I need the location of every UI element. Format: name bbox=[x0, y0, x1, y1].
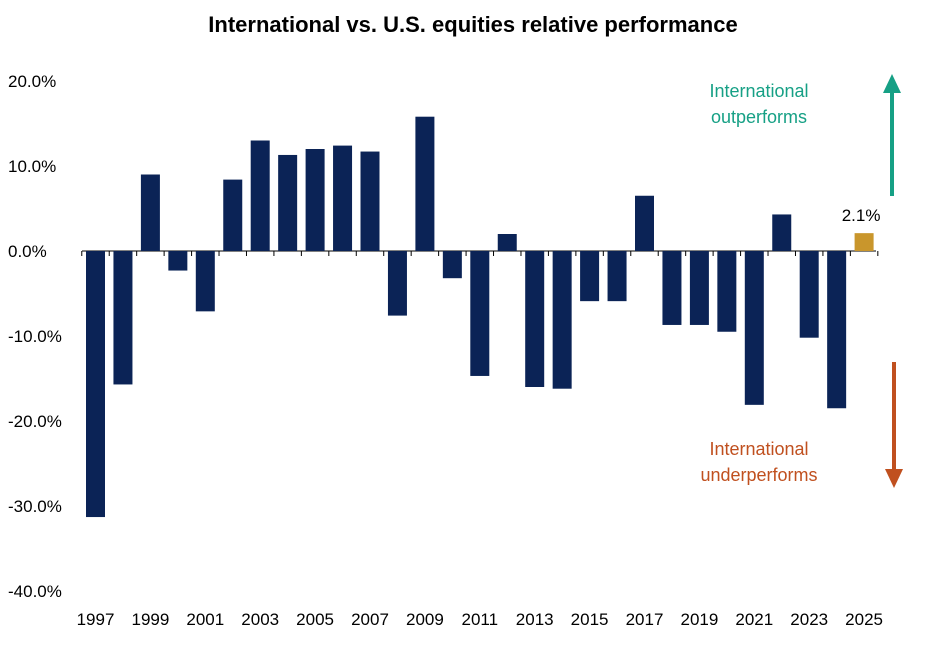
x-tick-label: 2023 bbox=[790, 610, 828, 629]
bar-2024 bbox=[827, 251, 847, 409]
underperform-annotation-text: International bbox=[709, 439, 808, 459]
y-tick-label: 0.0% bbox=[8, 242, 47, 261]
bar-2012 bbox=[497, 234, 517, 251]
x-tick-label: 2021 bbox=[735, 610, 773, 629]
up-arrow-icon bbox=[883, 74, 901, 93]
bar-2001 bbox=[195, 251, 215, 312]
bar-2019 bbox=[689, 251, 709, 325]
y-tick-label: 20.0% bbox=[8, 72, 56, 91]
bar-2023 bbox=[799, 251, 819, 338]
bar-2003 bbox=[250, 140, 270, 251]
bar-2021 bbox=[744, 251, 764, 405]
y-tick-label: -40.0% bbox=[8, 582, 62, 601]
bar-2014 bbox=[552, 251, 572, 389]
bar-2011 bbox=[470, 251, 490, 376]
x-tick-label: 2005 bbox=[296, 610, 334, 629]
x-tick-label: 2011 bbox=[462, 610, 499, 629]
x-tick-label: 2001 bbox=[186, 610, 224, 629]
y-tick-label: 10.0% bbox=[8, 157, 56, 176]
y-tick-label: -10.0% bbox=[8, 327, 62, 346]
bar-2009 bbox=[415, 116, 435, 251]
x-tick-label: 2003 bbox=[241, 610, 279, 629]
bar-2013 bbox=[525, 251, 545, 387]
y-tick-label: -30.0% bbox=[8, 497, 62, 516]
bar-2006 bbox=[333, 145, 353, 251]
x-tick-label: 2015 bbox=[571, 610, 609, 629]
bar-2000 bbox=[168, 251, 188, 271]
bar-2007 bbox=[360, 151, 380, 251]
bar-2015 bbox=[580, 251, 600, 302]
down-arrow-icon bbox=[885, 469, 903, 488]
bar-2004 bbox=[278, 154, 298, 251]
bar-2005 bbox=[305, 149, 325, 251]
x-tick-label: 2017 bbox=[626, 610, 664, 629]
x-tick-label: 2007 bbox=[351, 610, 389, 629]
x-tick-label: 1997 bbox=[77, 610, 115, 629]
x-tick-label: 2009 bbox=[406, 610, 444, 629]
bar-2025 bbox=[854, 233, 874, 251]
bar-2002 bbox=[223, 179, 243, 251]
bar-2016 bbox=[607, 251, 627, 302]
bar-2017 bbox=[635, 195, 654, 251]
data-label: 2.1% bbox=[842, 206, 881, 225]
x-tick-label: 2013 bbox=[516, 610, 554, 629]
outperform-annotation-text: outperforms bbox=[711, 107, 807, 127]
underperform-annotation-text: underperforms bbox=[700, 465, 817, 485]
bar-2008 bbox=[387, 251, 407, 316]
bar-1997 bbox=[86, 251, 105, 518]
x-tick-label: 1999 bbox=[131, 610, 169, 629]
bar-1998 bbox=[113, 251, 133, 385]
bar-2020 bbox=[717, 251, 737, 332]
y-tick-label: -20.0% bbox=[8, 412, 62, 431]
x-tick-label: 2025 bbox=[845, 610, 883, 629]
x-tick-label: 2019 bbox=[680, 610, 718, 629]
bar-2022 bbox=[772, 214, 792, 251]
outperform-annotation-text: International bbox=[709, 81, 808, 101]
bar-2010 bbox=[442, 251, 462, 279]
bar-1999 bbox=[140, 174, 160, 251]
chart-title: International vs. U.S. equities relative… bbox=[208, 12, 738, 37]
bar-2018 bbox=[662, 251, 682, 325]
